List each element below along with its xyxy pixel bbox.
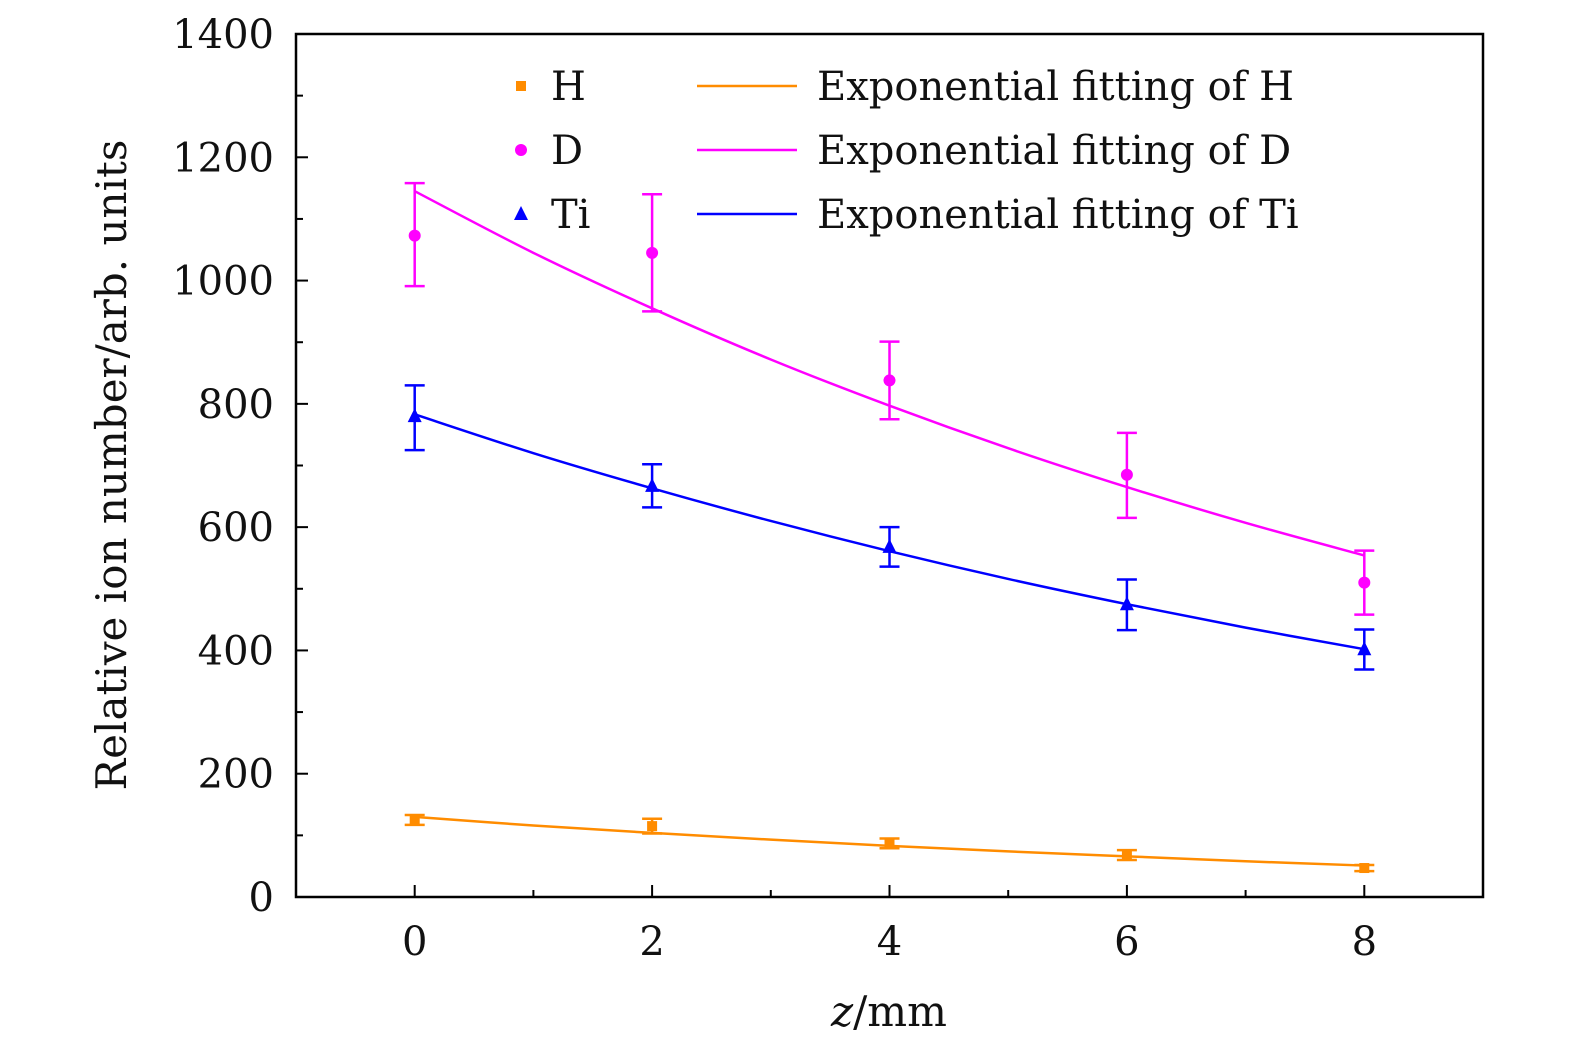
legend: H Exponential fitting of H D Exponential fi… [514,64,1299,238]
y-tick-label: 0 [249,875,274,921]
x-tick-label: 2 [639,919,664,965]
x-axis-title: z/mm [830,987,947,1036]
x-tick-label: 8 [1352,919,1377,965]
y-tick-label: 400 [198,628,274,674]
legend-fit-label-d: Exponential fitting of D [817,128,1291,174]
point-h [1121,850,1132,861]
point-ti [1119,596,1134,611]
major-ticks [296,33,1366,898]
legend-fit-label-ti: Exponential fitting of Ti [817,192,1299,238]
point-h [884,838,895,849]
x-tick-label: 6 [1114,919,1139,965]
point-h [647,821,658,832]
point-ti [1357,641,1372,656]
legend-fit-label-h: Exponential fitting of H [817,64,1294,110]
x-tick-label: 4 [877,919,902,965]
y-tick-label: 1400 [172,12,274,58]
x-axis-unit: /mm [853,987,947,1036]
point-ti [645,477,660,492]
y-tick-labels: 0 200 400 600 800 1000 1200 1400 [172,12,274,921]
point-ti [407,408,422,423]
point-ti [882,538,897,553]
y-tick-label: 600 [198,505,274,551]
y-tick-label: 200 [198,752,274,798]
legend-label-ti: Ti [551,192,590,238]
point-d [1120,468,1133,481]
markers [407,229,1372,874]
point-d [883,374,896,387]
error-bars [404,181,1375,873]
point-h [409,814,420,825]
x-axis-variable: z [830,987,854,1036]
legend-label-h: H [551,64,586,110]
y-tick-label: 1200 [172,135,274,181]
legend-label-d: D [551,128,583,174]
x-tick-label: 0 [402,919,427,965]
y-axis-title: Relative ion number/arb. units [87,140,136,791]
minor-ticks [296,94,1247,897]
point-d [646,246,659,259]
x-tick-labels: 0 2 4 6 8 [402,919,1377,965]
legend-marker-ti [514,206,528,220]
point-d [1358,576,1371,589]
y-tick-label: 800 [198,382,274,428]
legend-marker-h [516,81,526,91]
point-h [1359,863,1370,874]
y-tick-label: 1000 [172,259,274,305]
legend-marker-d [515,144,527,156]
point-d [408,229,421,242]
